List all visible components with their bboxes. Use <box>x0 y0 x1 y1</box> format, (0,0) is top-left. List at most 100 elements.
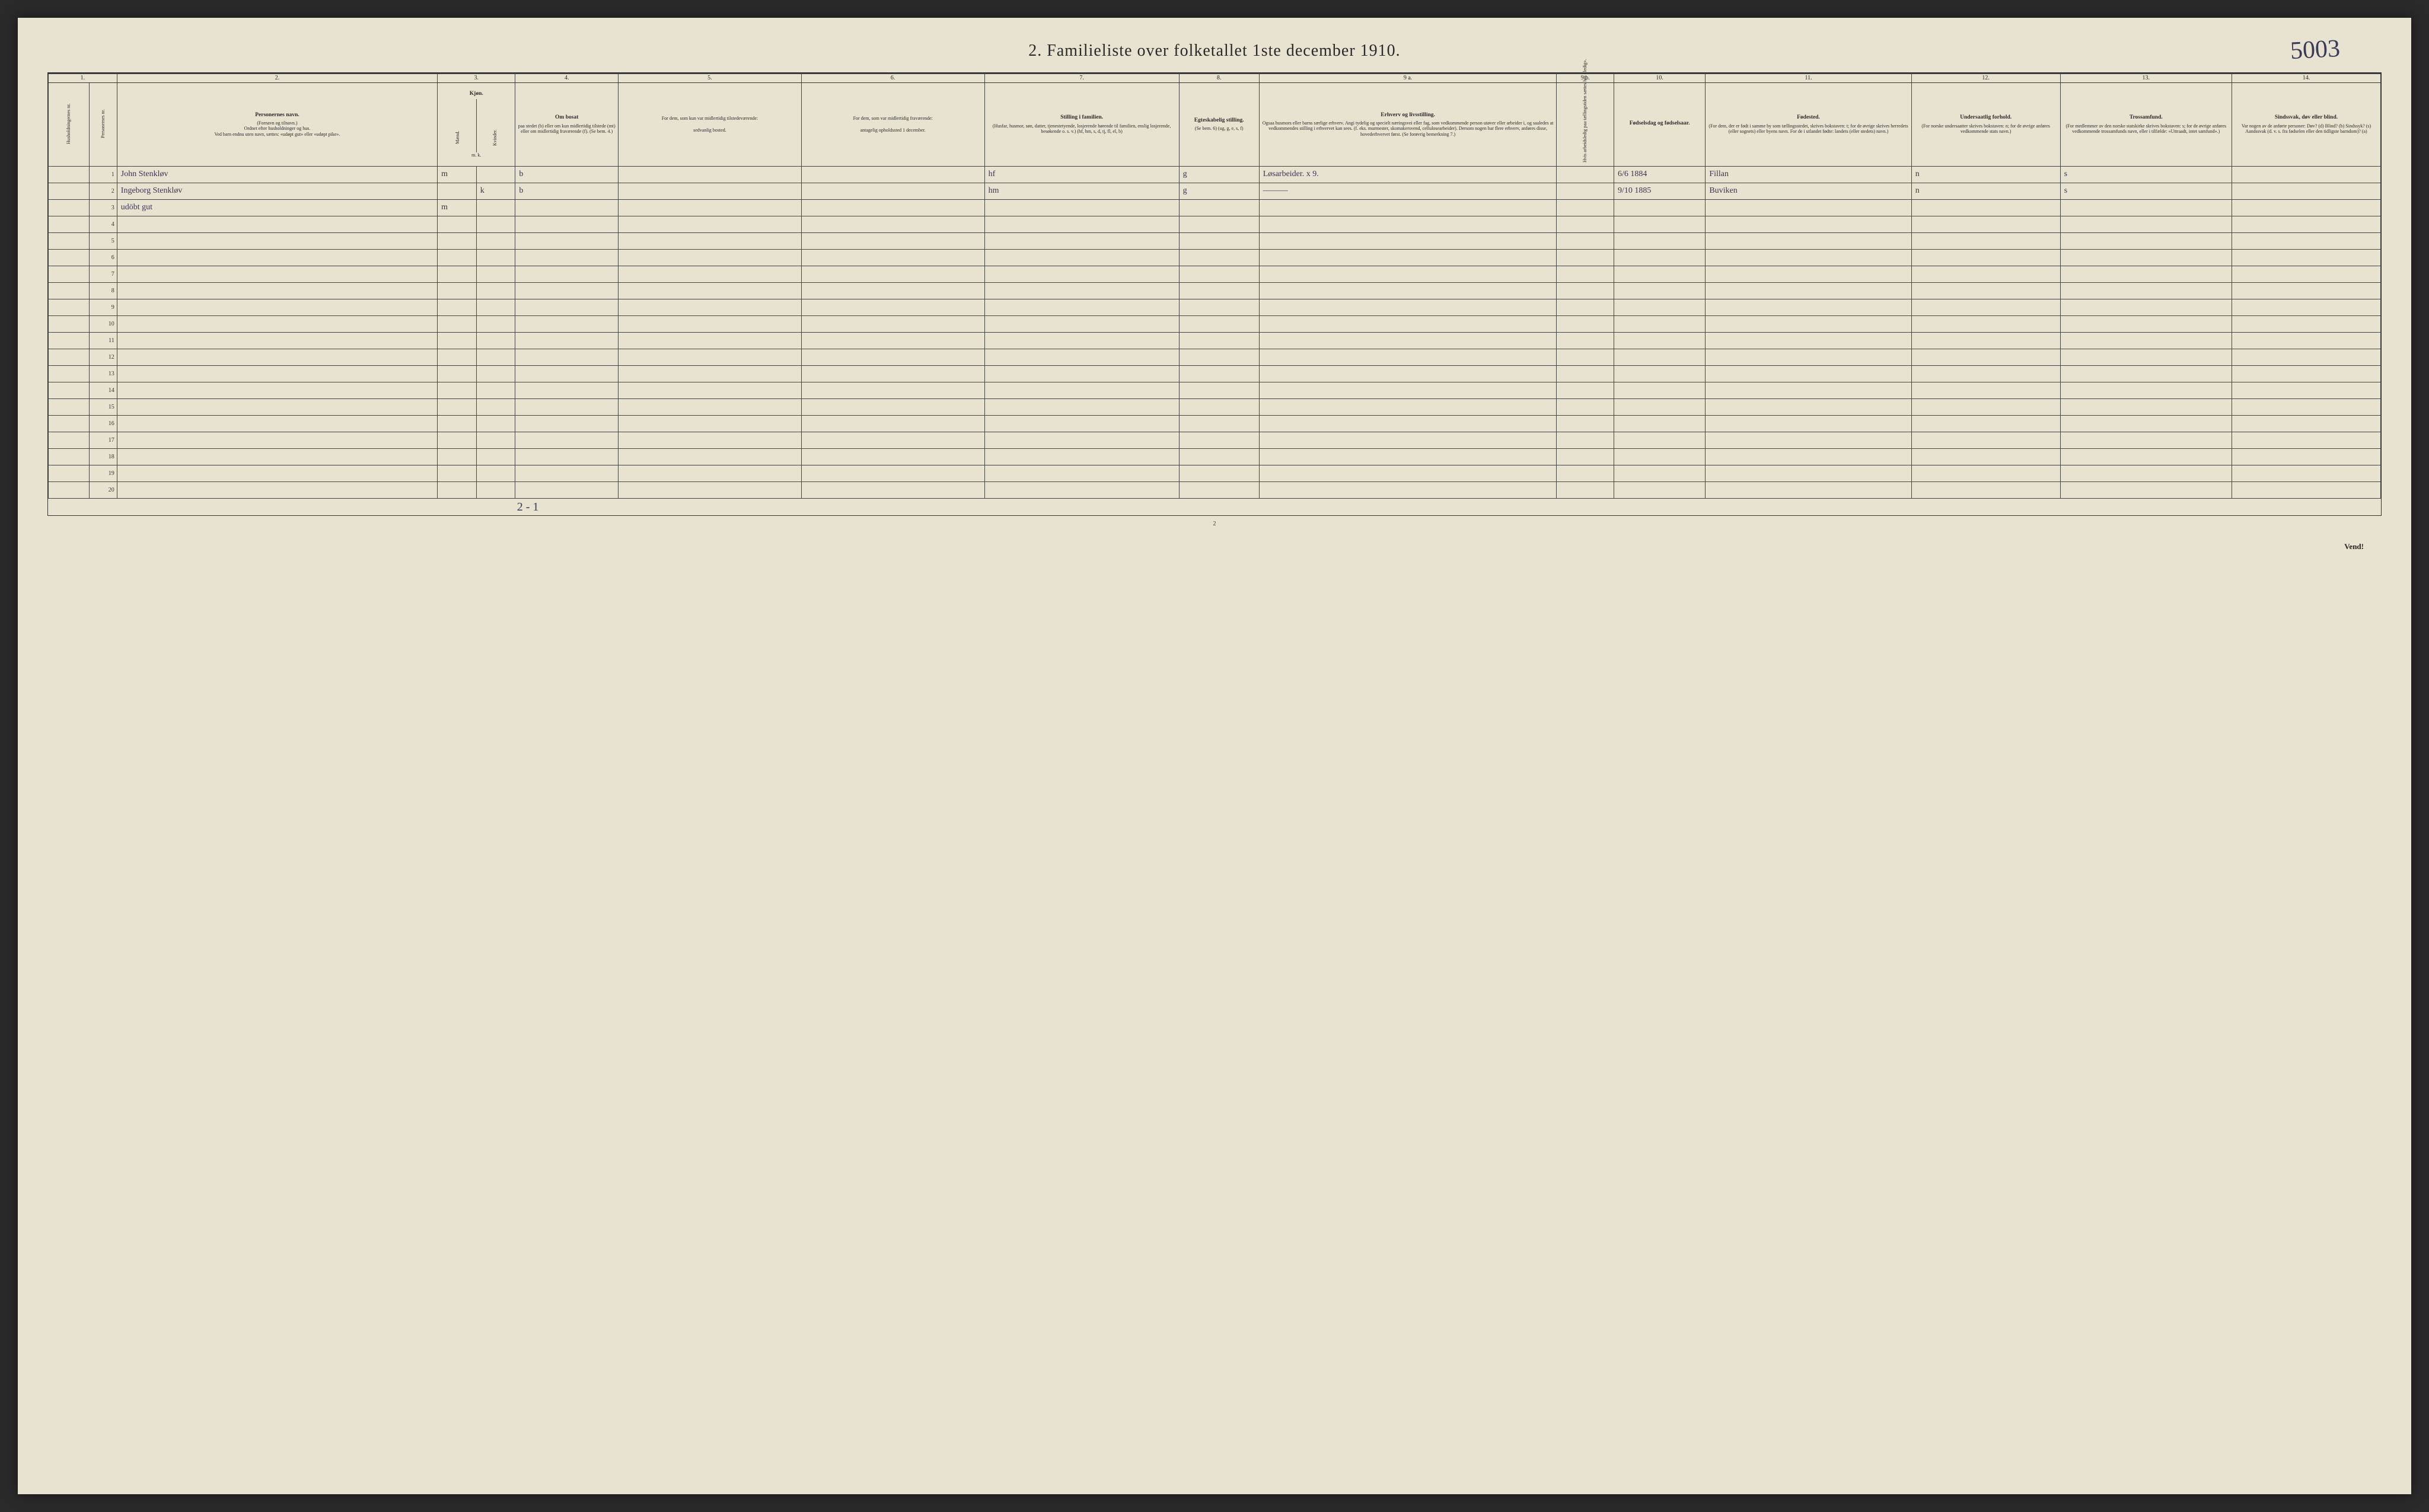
cell <box>117 349 437 366</box>
cell <box>1911 366 2060 382</box>
cell <box>619 482 802 499</box>
cell <box>1179 333 1259 349</box>
cell <box>2060 382 2232 399</box>
cell <box>2060 416 2232 432</box>
cell <box>2060 250 2232 266</box>
header-row: Husholdningernes nr. Personernes nr. Per… <box>49 83 2381 167</box>
cell <box>1557 333 1614 349</box>
cell <box>1259 465 1557 482</box>
cell <box>2060 216 2232 233</box>
hdr-sex: Kjøn. Mænd. Kvinder. m. k. <box>438 83 515 167</box>
cell <box>1614 299 1705 316</box>
cell <box>1706 366 1911 382</box>
cell <box>49 449 90 465</box>
cell: s <box>2060 183 2232 200</box>
cell <box>1179 316 1259 333</box>
cell <box>438 366 477 382</box>
cell <box>476 200 515 216</box>
cell <box>2232 283 2381 299</box>
cell <box>476 316 515 333</box>
footer-row: 2 - 1 <box>49 499 2381 516</box>
table-row: 10 <box>49 316 2381 333</box>
data-rows: 1John StenkløvmbhfgLøsarbeider. x 9.6/6 … <box>49 167 2381 499</box>
cell <box>1614 482 1705 499</box>
table-row: 18 <box>49 449 2381 465</box>
cell <box>1179 399 1259 416</box>
cell <box>438 482 477 499</box>
cell <box>2060 316 2232 333</box>
cell <box>1259 200 1557 216</box>
cell: n <box>1911 167 2060 183</box>
cell <box>1557 216 1614 233</box>
cell <box>49 382 90 399</box>
cell <box>515 266 619 283</box>
cell <box>801 432 984 449</box>
cell <box>1259 250 1557 266</box>
cell <box>1179 266 1259 283</box>
cell <box>801 216 984 233</box>
cell <box>1911 250 2060 266</box>
vend-instruction: Vend! <box>47 542 2382 551</box>
cell <box>49 349 90 366</box>
cell <box>1614 349 1705 366</box>
cell <box>515 449 619 465</box>
table-row: 14 <box>49 382 2381 399</box>
cell <box>1706 333 1911 349</box>
table-row: 1John StenkløvmbhfgLøsarbeider. x 9.6/6 … <box>49 167 2381 183</box>
colnum-13: 13. <box>2060 74 2232 83</box>
cell: m <box>438 200 477 216</box>
cell: b <box>515 183 619 200</box>
cell <box>2232 167 2381 183</box>
cell <box>984 349 1179 366</box>
cell <box>49 167 90 183</box>
cell <box>1706 266 1911 283</box>
cell <box>984 299 1179 316</box>
table-row: 15 <box>49 399 2381 416</box>
cell <box>1614 250 1705 266</box>
cell: 14 <box>90 382 117 399</box>
hdr-residence: Om bosat paa stedet (b) eller om kun mid… <box>515 83 619 167</box>
cell <box>801 167 984 183</box>
colnum-3: 3. <box>438 74 515 83</box>
cell <box>2060 399 2232 416</box>
cell <box>1706 465 1911 482</box>
colnum-5: 5. <box>619 74 802 83</box>
cell <box>619 283 802 299</box>
cell <box>1614 233 1705 250</box>
cell <box>1179 416 1259 432</box>
table-row: 19 <box>49 465 2381 482</box>
cell <box>1259 432 1557 449</box>
cell <box>49 482 90 499</box>
cell <box>2232 399 2381 416</box>
cell: 20 <box>90 482 117 499</box>
cell <box>801 449 984 465</box>
cell <box>2232 482 2381 499</box>
table-row: 4 <box>49 216 2381 233</box>
cell <box>476 299 515 316</box>
column-number-row: 1. 2. 3. 4. 5. 6. 7. 8. 9 a. 9 b. 10. 11… <box>49 74 2381 83</box>
table-row: 2Ingeborg Stenkløvkbhmg———9/10 1885Buvik… <box>49 183 2381 200</box>
cell <box>438 349 477 366</box>
cell <box>1557 183 1614 200</box>
cell <box>438 382 477 399</box>
cell <box>1706 449 1911 465</box>
cell <box>984 449 1179 465</box>
footer-tally: 2 - 1 <box>438 499 619 516</box>
cell <box>438 299 477 316</box>
cell <box>117 465 437 482</box>
cell <box>476 399 515 416</box>
cell <box>117 250 437 266</box>
cell <box>1614 283 1705 299</box>
cell <box>515 283 619 299</box>
cell <box>2232 432 2381 449</box>
hdr-nationality: Undersaatlig forhold. (For norske unders… <box>1911 83 2060 167</box>
cell: 10 <box>90 316 117 333</box>
cell <box>1911 333 2060 349</box>
table-row: 16 <box>49 416 2381 432</box>
cell: Ingeborg Stenkløv <box>117 183 437 200</box>
cell <box>1911 449 2060 465</box>
cell <box>438 183 477 200</box>
table-row: 12 <box>49 349 2381 366</box>
cell <box>515 250 619 266</box>
cell <box>515 416 619 432</box>
